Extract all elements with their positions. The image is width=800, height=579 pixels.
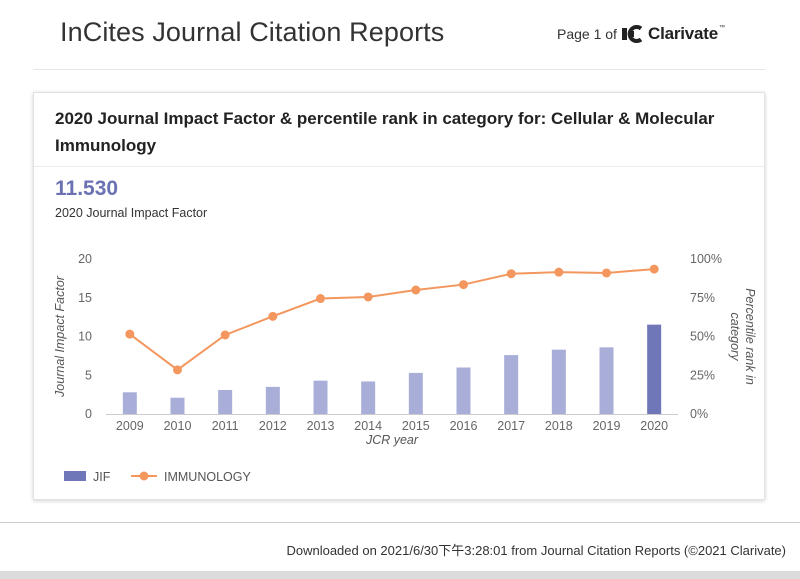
clarivate-icon (622, 25, 643, 43)
x-tick-label: 2009 (116, 419, 144, 433)
card-divider (34, 166, 764, 167)
x-tick-label: 2014 (354, 419, 382, 433)
clarivate-logo: Clarivate ™ (622, 22, 725, 46)
x-tick-label: 2016 (450, 419, 478, 433)
header-divider (33, 69, 765, 70)
jif-bar (170, 397, 185, 414)
jif-bar (408, 372, 423, 414)
jif-value: 11.530 (55, 177, 119, 200)
jif-bar (313, 380, 328, 414)
y-right-tick-label: 0% (690, 407, 708, 421)
y-tick-label: 5 (85, 368, 92, 382)
y-right-tick-label: 75% (690, 291, 715, 305)
y-right-axis-title-line: category (728, 313, 742, 362)
jif-bar (218, 389, 233, 414)
y-right-tick-label: 100% (690, 252, 722, 266)
percentile-line (129, 268, 655, 372)
y-right-tick-label: 25% (690, 368, 715, 382)
y-tick-label: 15 (78, 291, 92, 305)
legend-immunology-label: IMMUNOLOGY (164, 470, 251, 484)
x-tick-label: 2011 (212, 419, 239, 433)
y-right-axis-title: Percentile rank incategory (728, 288, 757, 385)
brand-trademark: ™ (719, 25, 726, 31)
brand-name: Clarivate (648, 24, 719, 43)
percentile-point (649, 264, 659, 274)
x-tick-label: 2018 (545, 419, 573, 433)
x-tick-label: 2017 (497, 419, 525, 433)
percentile-point (268, 311, 278, 321)
download-info: Downloaded on 2021/6/30下午3:28:01 from Jo… (286, 543, 786, 558)
percentile-point (316, 294, 325, 304)
jif-bar (599, 347, 614, 414)
y-axis-title: Journal Impact Factor (53, 275, 67, 398)
jif-bar (647, 324, 662, 414)
percentile-point (411, 285, 421, 295)
jif-label: 2020 Journal Impact Factor (55, 206, 208, 220)
y-tick-label: 0 (85, 407, 92, 421)
jif-bar (122, 392, 137, 414)
page-indicator: Page 1 of (557, 26, 617, 42)
percentile-point (173, 365, 182, 375)
x-tick-label: 2012 (259, 419, 287, 433)
jif-bar (456, 367, 471, 414)
x-tick-label: 2015 (402, 419, 430, 433)
impact-factor-card: 2020 Journal Impact Factor & percentile … (33, 92, 765, 500)
x-tick-label: 2019 (593, 419, 621, 433)
x-axis-title: JCR year (365, 433, 419, 447)
bottom-scroll-area (0, 571, 800, 579)
legend-jif-swatch (64, 471, 86, 481)
footer-divider (0, 522, 800, 523)
jif-bar (504, 355, 519, 414)
card-title: 2020 Journal Impact Factor & percentile … (55, 109, 715, 155)
y-right-tick-label: 50% (690, 330, 715, 344)
percentile-point (125, 329, 135, 339)
jif-bar (361, 381, 376, 414)
percentile-point (554, 267, 564, 277)
percentile-point (220, 330, 230, 340)
jif-bar (265, 386, 280, 414)
jif-bar (551, 349, 566, 414)
percentile-point (506, 269, 516, 279)
legend-jif-label: JIF (93, 470, 111, 484)
y-tick-label: 20 (78, 252, 92, 266)
report-header: InCites Journal Citation Reports Page 1 … (0, 0, 800, 70)
y-right-axis-title-line: Percentile rank in (743, 288, 757, 385)
y-tick-label: 10 (78, 330, 92, 344)
legend-immunology-marker (139, 471, 149, 481)
percentile-point (363, 292, 373, 302)
app-title: InCites Journal Citation Reports (60, 17, 445, 47)
x-tick-label: 2010 (164, 419, 192, 433)
impact-factor-chart: 0 5 10 15 20 0% 25% 50% 75% 100% 2009 2010 2011 2012 2… (53, 252, 757, 484)
percentile-point (602, 268, 611, 278)
percentile-point (459, 280, 468, 290)
x-tick-label: 2020 (640, 419, 668, 433)
x-tick-label: 2013 (307, 419, 335, 433)
